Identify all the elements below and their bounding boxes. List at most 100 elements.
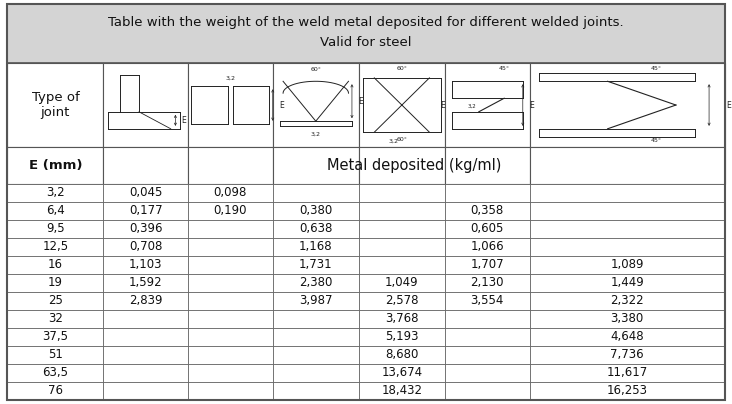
Text: 2,578: 2,578: [385, 295, 419, 307]
Bar: [529, 63, 725, 147]
Text: 0,396: 0,396: [129, 222, 163, 236]
Bar: [359, 310, 445, 328]
Bar: [188, 184, 273, 202]
Text: 9,5: 9,5: [46, 222, 64, 236]
Bar: [445, 346, 529, 364]
Bar: [529, 292, 725, 310]
Text: 3,2: 3,2: [46, 186, 64, 199]
Bar: [103, 147, 188, 184]
Text: 4,648: 4,648: [610, 330, 644, 343]
Text: 3,554: 3,554: [471, 295, 504, 307]
Bar: [7, 147, 103, 184]
Text: 12,5: 12,5: [42, 240, 69, 253]
Bar: [359, 238, 445, 256]
Text: E (mm): E (mm): [29, 159, 82, 172]
Bar: [103, 184, 188, 202]
Bar: [529, 310, 725, 328]
Bar: [359, 382, 445, 400]
Bar: [529, 274, 725, 292]
Bar: [7, 346, 103, 364]
Text: 7,736: 7,736: [610, 348, 644, 362]
Bar: [273, 328, 359, 346]
Bar: [445, 382, 529, 400]
Bar: [188, 147, 273, 184]
Bar: [188, 346, 273, 364]
Text: 45°: 45°: [651, 138, 662, 143]
Text: 16: 16: [48, 259, 63, 271]
Text: 2,130: 2,130: [471, 276, 504, 289]
Bar: [103, 310, 188, 328]
Bar: [7, 184, 103, 202]
Bar: [103, 346, 188, 364]
Text: 45°: 45°: [651, 66, 662, 71]
Bar: [445, 328, 529, 346]
Bar: [273, 364, 359, 382]
Text: 63,5: 63,5: [42, 366, 68, 379]
Text: 1,049: 1,049: [385, 276, 419, 289]
Text: 3,380: 3,380: [610, 312, 643, 325]
Bar: [273, 310, 359, 328]
Bar: [103, 220, 188, 238]
Text: 45°: 45°: [498, 66, 509, 71]
Text: 2,380: 2,380: [299, 276, 332, 289]
Text: 5,193: 5,193: [385, 330, 419, 343]
Text: Type of
joint: Type of joint: [31, 91, 79, 119]
Bar: [529, 346, 725, 364]
Text: E: E: [279, 101, 283, 109]
Text: 0,190: 0,190: [214, 204, 247, 217]
Text: 18,432: 18,432: [381, 385, 422, 398]
Text: 0,638: 0,638: [299, 222, 332, 236]
Bar: [273, 147, 359, 184]
Text: 3,987: 3,987: [299, 295, 332, 307]
Text: 16,253: 16,253: [607, 385, 648, 398]
Bar: [7, 238, 103, 256]
Text: 0,177: 0,177: [129, 204, 163, 217]
Bar: [188, 256, 273, 274]
Bar: [359, 328, 445, 346]
Text: 13,674: 13,674: [381, 366, 422, 379]
Text: 3,2: 3,2: [468, 104, 477, 109]
Bar: [273, 256, 359, 274]
Text: 0,605: 0,605: [471, 222, 504, 236]
Bar: [445, 310, 529, 328]
Bar: [273, 382, 359, 400]
Bar: [103, 382, 188, 400]
Bar: [273, 202, 359, 220]
Bar: [273, 292, 359, 310]
Text: 1,168: 1,168: [299, 240, 332, 253]
Text: Metal deposited (kg/ml): Metal deposited (kg/ml): [327, 158, 501, 173]
Bar: [273, 220, 359, 238]
Bar: [7, 220, 103, 238]
Text: 1,103: 1,103: [129, 259, 163, 271]
Bar: [273, 238, 359, 256]
Bar: [7, 4, 725, 63]
Text: 51: 51: [48, 348, 63, 362]
Bar: [529, 184, 725, 202]
Bar: [188, 274, 273, 292]
Text: 60°: 60°: [310, 67, 321, 72]
Bar: [529, 238, 725, 256]
Bar: [103, 292, 188, 310]
Text: 1,707: 1,707: [471, 259, 504, 271]
Bar: [273, 346, 359, 364]
Text: 3,2: 3,2: [225, 76, 236, 80]
Bar: [359, 220, 445, 238]
Bar: [359, 202, 445, 220]
Text: 0,045: 0,045: [129, 186, 163, 199]
Bar: [188, 63, 273, 147]
Text: Valid for steel: Valid for steel: [321, 36, 411, 49]
Text: E: E: [726, 101, 731, 109]
Text: 0,098: 0,098: [214, 186, 247, 199]
Bar: [7, 274, 103, 292]
Bar: [529, 256, 725, 274]
Text: 1,731: 1,731: [299, 259, 332, 271]
Bar: [445, 256, 529, 274]
Text: E: E: [182, 116, 186, 125]
Bar: [445, 292, 529, 310]
Bar: [188, 202, 273, 220]
Text: 0,358: 0,358: [471, 204, 504, 217]
Bar: [529, 220, 725, 238]
Text: 3,2: 3,2: [388, 139, 398, 144]
Text: 1,066: 1,066: [471, 240, 504, 253]
Text: 3,2: 3,2: [311, 132, 321, 137]
